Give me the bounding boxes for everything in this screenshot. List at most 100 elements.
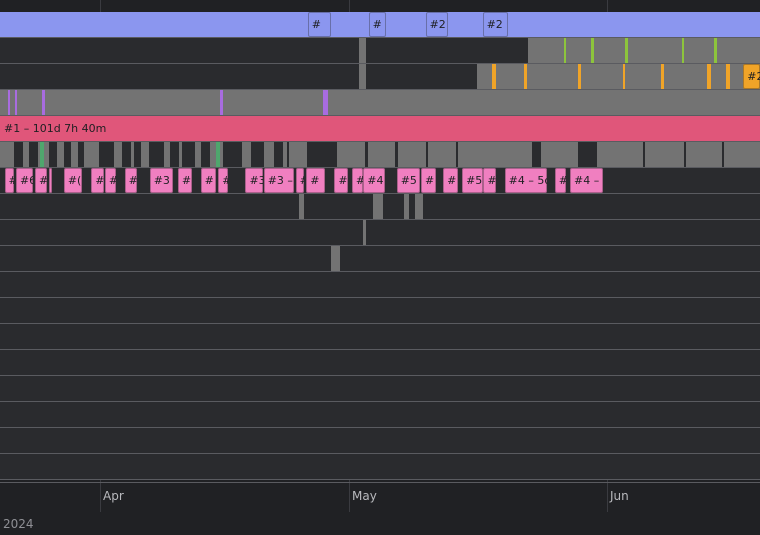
- lane-3[interactable]: #2: [0, 64, 760, 89]
- lane-14[interactable]: [0, 350, 760, 375]
- lane-1[interactable]: # # #2 #2: [0, 12, 760, 37]
- timeline-segment[interactable]: [48, 142, 57, 167]
- timeline-segment[interactable]: [425, 142, 428, 167]
- timeline-segment[interactable]: [177, 168, 192, 193]
- timeline-segment[interactable]: [15, 168, 34, 193]
- timeline-segment[interactable]: [0, 116, 760, 141]
- timeline-segment[interactable]: [287, 142, 289, 167]
- timeline-segment[interactable]: [263, 168, 295, 193]
- timeline-segment[interactable]: [368, 12, 387, 37]
- timeline-segment[interactable]: [373, 194, 384, 219]
- lane-18[interactable]: [0, 454, 760, 479]
- timeline-segment[interactable]: [295, 168, 304, 193]
- timeline-segment[interactable]: [182, 142, 195, 167]
- timeline-segment[interactable]: [477, 64, 760, 89]
- timeline-segment[interactable]: [41, 90, 45, 115]
- timeline-segment[interactable]: [358, 64, 366, 89]
- lane-16[interactable]: [0, 402, 760, 427]
- timeline-segment[interactable]: [570, 168, 603, 193]
- timeline-segment[interactable]: [492, 64, 496, 89]
- timeline-segment[interactable]: [528, 38, 760, 63]
- timeline-segment[interactable]: [404, 194, 409, 219]
- timeline-segment[interactable]: [63, 168, 83, 193]
- timeline-segment[interactable]: [684, 142, 687, 167]
- timeline-segment[interactable]: [7, 90, 10, 115]
- timeline-segment[interactable]: [714, 38, 717, 63]
- timeline-segment[interactable]: [396, 168, 420, 193]
- timeline-segment[interactable]: [363, 168, 385, 193]
- lane-5[interactable]: #1 – 101d 7h 40m: [0, 116, 760, 141]
- timeline-segment[interactable]: [395, 142, 399, 167]
- timeline-segment[interactable]: [681, 38, 684, 63]
- timeline-segment[interactable]: [273, 142, 283, 167]
- timeline-segment[interactable]: [363, 220, 366, 245]
- lane-9[interactable]: [0, 220, 760, 245]
- timeline-segment[interactable]: [39, 142, 45, 167]
- timeline-segment[interactable]: [170, 142, 180, 167]
- timeline-segment[interactable]: [421, 168, 437, 193]
- timeline-segment[interactable]: [563, 38, 567, 63]
- timeline-segment[interactable]: [364, 142, 368, 167]
- timeline-segment[interactable]: [306, 168, 325, 193]
- lane-2[interactable]: [0, 38, 760, 63]
- timeline-segment[interactable]: [149, 168, 173, 193]
- timeline-segment[interactable]: [28, 142, 38, 167]
- timeline-segment[interactable]: [624, 38, 628, 63]
- timeline-segment[interactable]: [133, 142, 142, 167]
- timeline-segment[interactable]: [577, 142, 598, 167]
- timeline-segment[interactable]: [334, 168, 349, 193]
- timeline-segment[interactable]: [456, 142, 459, 167]
- timeline-segment[interactable]: [482, 12, 508, 37]
- timeline-segment[interactable]: [220, 90, 224, 115]
- timeline-segment[interactable]: [577, 64, 581, 89]
- timeline-segment[interactable]: [425, 12, 449, 37]
- timeline-segment[interactable]: [124, 168, 137, 193]
- timeline-segment[interactable]: [223, 142, 242, 167]
- timeline-segment[interactable]: [504, 168, 548, 193]
- timeline-segment[interactable]: [483, 168, 496, 193]
- timeline-segment[interactable]: [623, 64, 626, 89]
- timeline-segment[interactable]: [91, 168, 105, 193]
- timeline-segment[interactable]: [414, 194, 424, 219]
- timeline-segment[interactable]: [331, 246, 340, 271]
- timeline-segment[interactable]: [250, 142, 265, 167]
- timeline-segment[interactable]: [532, 142, 542, 167]
- timeline-segment[interactable]: [148, 142, 165, 167]
- timeline-segment[interactable]: [323, 90, 328, 115]
- timeline-segment[interactable]: [524, 64, 528, 89]
- timeline-segment[interactable]: [554, 168, 567, 193]
- timeline-segment[interactable]: [104, 168, 117, 193]
- timeline-segment[interactable]: [661, 64, 665, 89]
- timeline-segment[interactable]: [706, 64, 712, 89]
- timeline-segment[interactable]: [200, 142, 210, 167]
- timeline-segment[interactable]: [98, 142, 114, 167]
- timeline-segment[interactable]: [299, 194, 304, 219]
- timeline-segment[interactable]: [48, 168, 53, 193]
- lane-12[interactable]: [0, 298, 760, 323]
- lane-10[interactable]: [0, 246, 760, 271]
- lane-7[interactable]: ##6##(####3####3#3 –#####4#5###5##4 – 5c…: [0, 168, 760, 193]
- timeline-segment[interactable]: [218, 168, 228, 193]
- timeline-segment[interactable]: [722, 142, 725, 167]
- timeline-segment[interactable]: [743, 64, 760, 89]
- lane-6[interactable]: [0, 142, 760, 167]
- timeline-segment[interactable]: [351, 168, 363, 193]
- lane-13[interactable]: [0, 324, 760, 349]
- timeline-segment[interactable]: [200, 168, 216, 193]
- timeline-segment[interactable]: [725, 64, 730, 89]
- lane-15[interactable]: [0, 376, 760, 401]
- timeline-segment[interactable]: [443, 168, 459, 193]
- timeline-segment[interactable]: [591, 38, 594, 63]
- timeline-segment[interactable]: [307, 142, 338, 167]
- timeline-segment[interactable]: [63, 142, 72, 167]
- lane-17[interactable]: [0, 428, 760, 453]
- timeline-segment[interactable]: [15, 90, 18, 115]
- timeline-segment[interactable]: [462, 168, 483, 193]
- lane-11[interactable]: [0, 272, 760, 297]
- timeline-segment[interactable]: [34, 168, 48, 193]
- timeline-segment[interactable]: [642, 142, 646, 167]
- timeline-segment[interactable]: [121, 142, 131, 167]
- lane-8[interactable]: [0, 194, 760, 219]
- lane-4[interactable]: [0, 90, 760, 115]
- timeline-segment[interactable]: [358, 38, 366, 63]
